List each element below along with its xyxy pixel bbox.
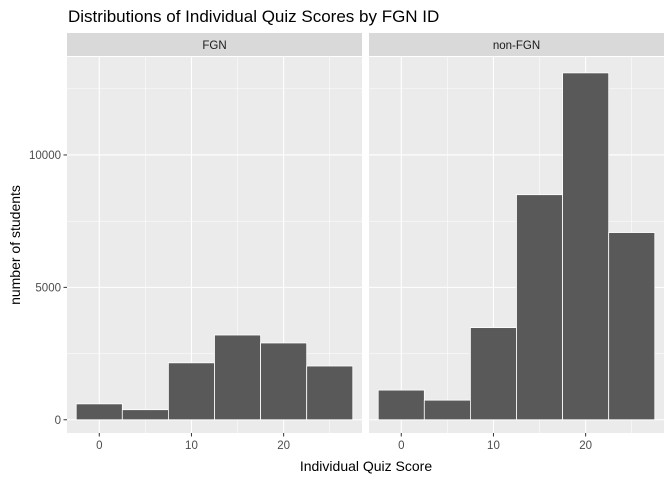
histogram-bar-fgn-0 xyxy=(75,403,123,421)
histogram-bar-fgn-3 xyxy=(214,334,261,421)
strip-non-fgn xyxy=(369,33,664,56)
x-tick-label: 0 xyxy=(96,440,102,452)
x-tick-label: 20 xyxy=(579,440,592,452)
panel-fgn: FGN xyxy=(67,33,362,433)
x-tick-label: 10 xyxy=(487,440,500,452)
histogram-bar-non-fgn-3 xyxy=(516,194,563,421)
strip-fgn xyxy=(67,33,362,56)
x-tick-label: 10 xyxy=(185,440,198,452)
x-axis-title: Individual Quiz Score xyxy=(300,458,433,474)
histogram-bar-non-fgn-4 xyxy=(562,72,610,421)
strip-label-fgn: FGN xyxy=(202,40,226,52)
histogram-bar-fgn-4 xyxy=(260,342,308,421)
facet-panels: FGN non-FGN xyxy=(67,33,664,433)
y-axis: 0 5000 10000 xyxy=(29,150,67,427)
histogram-bar-non-fgn-5 xyxy=(608,232,656,421)
x-tick-label: 0 xyxy=(398,440,404,452)
histogram-bar-non-fgn-0 xyxy=(377,389,425,421)
y-axis-title: number of students xyxy=(7,185,23,305)
histogram-bar-non-fgn-1 xyxy=(423,399,471,421)
histogram-bar-fgn-1 xyxy=(121,409,169,421)
x-axes: 0 10 20 0 10 20 xyxy=(96,433,592,452)
chart-title: Distributions of Individual Quiz Scores … xyxy=(68,7,439,26)
histogram-bar-fgn-2 xyxy=(168,362,215,421)
x-tick-label: 20 xyxy=(277,440,290,452)
strip-label-non-fgn: non-FGN xyxy=(493,40,540,52)
y-tick-label: 5000 xyxy=(35,282,61,294)
y-tick-label: 0 xyxy=(55,415,61,427)
panel-non-fgn: non-FGN xyxy=(369,33,664,433)
histogram-bar-fgn-5 xyxy=(306,365,354,421)
y-tick-label: 10000 xyxy=(29,150,61,162)
histogram-bar-non-fgn-2 xyxy=(470,327,517,421)
